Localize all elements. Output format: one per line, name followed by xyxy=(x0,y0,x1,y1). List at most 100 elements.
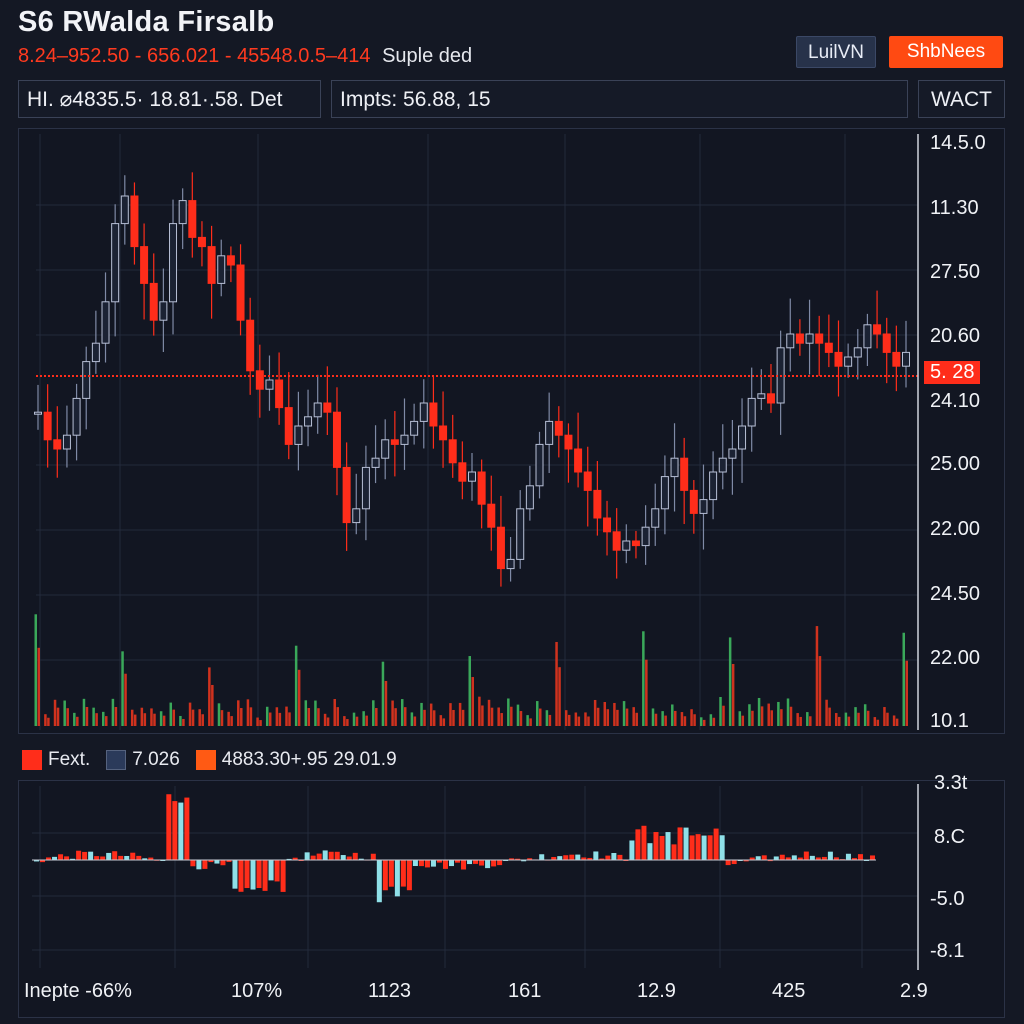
oscillator-bar xyxy=(280,860,286,892)
y-tick-label: 27.50 xyxy=(930,261,981,283)
oscillator-bar xyxy=(575,854,581,860)
oscillator-bar xyxy=(779,854,785,860)
oscillator-bar xyxy=(713,828,719,860)
oscillator-bar xyxy=(485,860,491,869)
volume-bar xyxy=(95,713,98,726)
info-box-impts: Impts: 56.88, 15 xyxy=(331,80,908,118)
volume-bar xyxy=(172,709,176,726)
candle-body xyxy=(468,471,476,482)
volume-bar xyxy=(809,716,812,726)
volume-bar xyxy=(394,708,397,726)
oscillator-bar xyxy=(641,825,647,860)
oscillator-bar xyxy=(695,834,701,860)
y-tick-label: 14.5.0 xyxy=(930,132,986,154)
volume-bar xyxy=(343,716,346,726)
legend-label: 7.026 xyxy=(132,749,180,770)
volume-bar xyxy=(191,709,195,726)
volume-bar xyxy=(760,706,764,726)
oscillator-bar xyxy=(551,856,557,860)
volume-bar xyxy=(249,707,253,726)
oscillator-bar xyxy=(821,856,827,860)
candle-body xyxy=(651,508,660,528)
luilvn-button[interactable]: LuilVN xyxy=(796,36,876,68)
candle-body xyxy=(853,347,862,358)
candle-body xyxy=(554,420,563,436)
volume-bar xyxy=(500,713,503,726)
price-grid xyxy=(36,134,918,730)
candle-body xyxy=(342,466,351,524)
wact-button[interactable]: WACT xyxy=(918,80,1005,118)
candle-body xyxy=(111,223,120,303)
volume-bar xyxy=(564,710,568,726)
y-tick-label: 10.1 xyxy=(930,710,969,732)
oscillator-bar xyxy=(70,858,76,860)
shbnees-button[interactable]: ShbNees xyxy=(889,36,1003,68)
oscillator-bar xyxy=(851,858,857,860)
volume-bar xyxy=(883,707,886,726)
volume-bar xyxy=(307,708,311,726)
volume-bar xyxy=(73,712,76,726)
candle-body xyxy=(419,402,428,422)
volume-bar xyxy=(690,709,693,726)
volume-bar xyxy=(529,718,532,726)
oscillator-bar xyxy=(725,860,731,866)
oscillator-bar xyxy=(809,855,815,860)
osc-y-tick-label: -5.0 xyxy=(930,888,965,910)
candle-body xyxy=(217,255,226,284)
volume-bar xyxy=(837,716,841,726)
oscillator-bar xyxy=(430,860,436,867)
volume-bar xyxy=(751,710,754,726)
oscillator-bar xyxy=(461,860,467,870)
volume-bar xyxy=(770,710,773,726)
candle-body xyxy=(371,457,380,468)
oscillator-bar xyxy=(479,860,485,866)
volume-bar xyxy=(352,712,356,726)
volume-bar xyxy=(355,716,359,726)
volume-bar xyxy=(490,707,494,726)
oscillator-bar xyxy=(647,843,653,860)
volume-bar xyxy=(510,706,513,726)
oscillator-bar xyxy=(845,853,851,860)
volume-bar xyxy=(516,704,520,726)
legend-swatch xyxy=(106,750,127,770)
candle-body xyxy=(670,457,679,478)
volume-bar xyxy=(102,711,105,726)
legend-label: Fext. xyxy=(48,749,91,770)
volume-bar xyxy=(130,709,134,726)
candle-body xyxy=(101,301,110,344)
volume-bar xyxy=(326,717,330,726)
candle-body xyxy=(757,393,766,399)
oscillator-bar xyxy=(455,860,461,863)
candle-body xyxy=(795,333,804,344)
y-tick-label: 24.50 xyxy=(930,583,981,605)
oscillator-bar xyxy=(118,855,124,860)
oscillator-bar xyxy=(527,858,533,860)
volume-bar xyxy=(237,700,240,726)
volume-bar xyxy=(44,714,47,726)
oscillator-bar xyxy=(112,851,118,860)
oscillator-bar xyxy=(659,835,665,860)
volume-bar xyxy=(452,709,455,726)
oscillator-bar xyxy=(635,829,641,860)
candle-body xyxy=(583,471,592,491)
candle-body xyxy=(641,526,650,547)
volume-bar xyxy=(442,718,446,726)
candle-body xyxy=(834,351,843,367)
candle-body xyxy=(458,462,467,482)
volume-bar xyxy=(333,699,336,726)
oscillator-bar xyxy=(815,857,821,860)
candle-body xyxy=(535,443,544,487)
oscillator-bar xyxy=(370,853,376,860)
legend-item: 7.026 xyxy=(106,749,180,771)
candle-body xyxy=(902,351,910,367)
volume-bar xyxy=(468,656,471,726)
volume-bar xyxy=(230,716,233,726)
oscillator-bar xyxy=(587,857,593,860)
legend-swatch xyxy=(195,750,216,770)
candle-body xyxy=(265,379,274,390)
oscillator-bar xyxy=(244,860,250,889)
volume-bar xyxy=(179,715,182,726)
volume-bar xyxy=(905,660,908,726)
candle-body xyxy=(169,223,178,303)
